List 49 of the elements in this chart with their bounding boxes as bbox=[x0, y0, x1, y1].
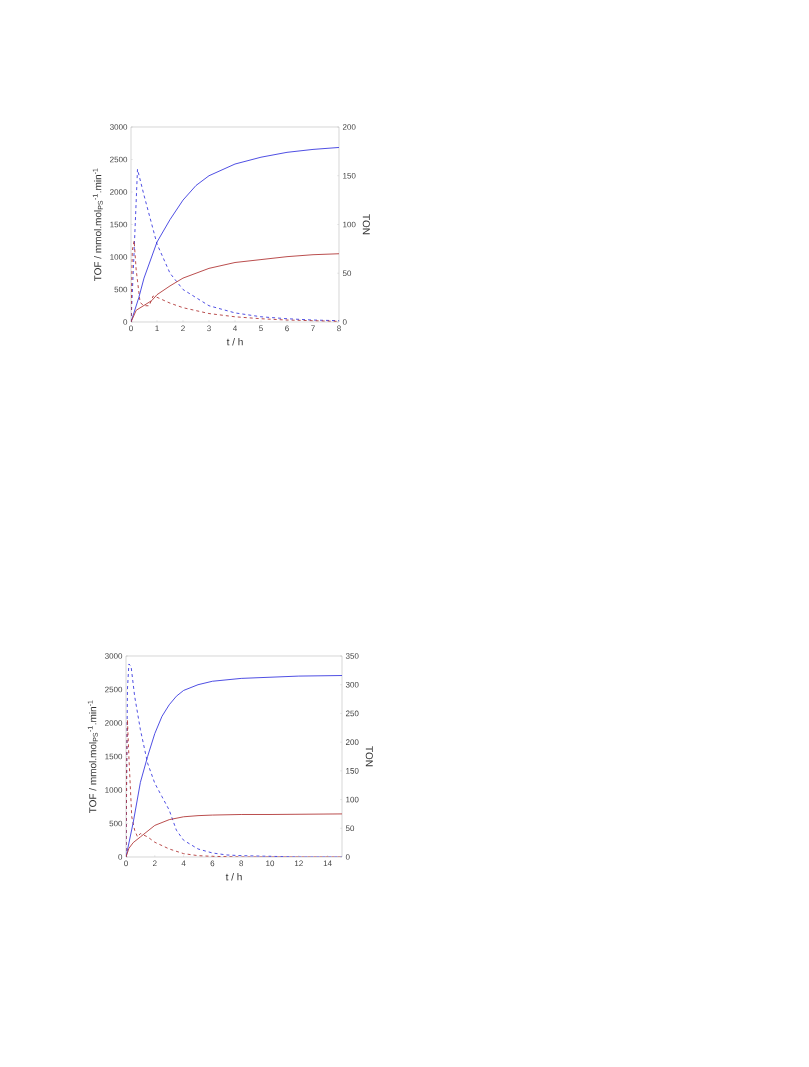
y2-axis-title: TON bbox=[362, 214, 370, 235]
y-tick-label: 1500 bbox=[110, 221, 128, 228]
y2-tick-label: 0 bbox=[342, 319, 347, 325]
y2-tick-label: 100 bbox=[346, 796, 359, 803]
x-axis-title: t / h bbox=[226, 338, 243, 346]
x-tick-label: 2 bbox=[181, 325, 185, 332]
y2-tick-label: 50 bbox=[342, 270, 352, 277]
x-axis-title: t / h bbox=[225, 873, 242, 881]
y-tick-label: 0 bbox=[118, 854, 123, 860]
x-tick-label: 7 bbox=[311, 325, 315, 332]
y-tick-label: 1000 bbox=[110, 254, 128, 260]
y-axis-title: TOF / mmol.mol$_{PS}$$^{-1}$.min$^{-1}$ bbox=[92, 168, 103, 282]
y-tick-label: 2500 bbox=[105, 686, 123, 693]
y-tick-label: 1000 bbox=[105, 787, 123, 793]
y-tick-label: 3000 bbox=[109, 124, 128, 130]
x-tick-label: 2 bbox=[152, 860, 157, 867]
x-tick-label: 12 bbox=[294, 860, 303, 867]
x-tick-label: 5 bbox=[259, 325, 263, 332]
y-tick-label: 1500 bbox=[105, 753, 123, 760]
y2-tick-label: 50 bbox=[345, 825, 355, 832]
y-tick-label: 500 bbox=[114, 286, 128, 293]
y2-tick-label: 300 bbox=[345, 681, 359, 688]
y2-tick-label: 150 bbox=[343, 172, 356, 179]
x-tick-label: 8 bbox=[337, 325, 341, 332]
y-tick-label: 2000 bbox=[105, 720, 123, 726]
x-tick-label: 1 bbox=[155, 325, 159, 332]
y2-tick-label: 200 bbox=[342, 124, 356, 130]
x-tick-label: 14 bbox=[323, 860, 332, 867]
x-tick-label: 6 bbox=[285, 325, 289, 332]
y2-tick-label: 0 bbox=[345, 854, 350, 860]
y-axis-title: TOF / mmol.mol$_{PS}$$^{-1}$.min$^{-1}$ bbox=[87, 700, 98, 814]
y2-tick-label: 150 bbox=[346, 768, 359, 774]
y2-axis-title: TON bbox=[365, 746, 373, 767]
x-tick-label: 8 bbox=[239, 860, 244, 867]
y-tick-label: 500 bbox=[109, 820, 123, 827]
x-tick-label: 4 bbox=[232, 325, 237, 332]
y-tick-label: 2500 bbox=[110, 156, 128, 163]
y-tick-label: 2000 bbox=[110, 189, 128, 195]
x-tick-label: 10 bbox=[266, 860, 275, 867]
y2-tick-label: 350 bbox=[345, 653, 359, 659]
x-tick-label: 0 bbox=[129, 325, 133, 332]
x-tick-label: 4 bbox=[181, 860, 186, 867]
y2-tick-label: 250 bbox=[345, 710, 359, 717]
y2-tick-label: 200 bbox=[345, 739, 359, 745]
x-tick-label: 6 bbox=[210, 860, 215, 867]
y2-tick-label: 100 bbox=[343, 221, 356, 228]
y-tick-label: 3000 bbox=[104, 653, 123, 659]
y-tick-label: 0 bbox=[123, 319, 128, 325]
x-tick-label: 3 bbox=[207, 325, 211, 332]
